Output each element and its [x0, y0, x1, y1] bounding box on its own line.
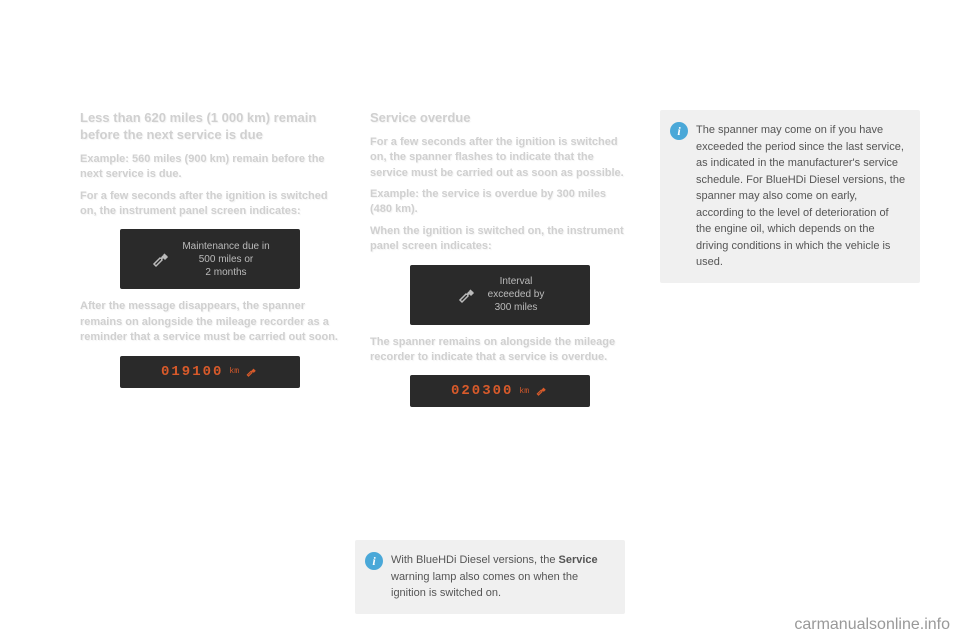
display-line: Maintenance due in: [182, 240, 269, 253]
display-line: 300 miles: [488, 301, 545, 314]
heading-middle: Service overdue: [370, 110, 630, 127]
heading-left: Less than 620 miles (1 000 km) remain be…: [80, 110, 340, 144]
watermark: carmanualsonline.info: [794, 616, 950, 634]
column-left: Less than 620 miles (1 000 km) remain be…: [80, 110, 340, 417]
info-bold: Service: [559, 554, 598, 566]
maintenance-display: Maintenance due in 500 miles or 2 months: [120, 229, 300, 289]
odometer-value: 020300: [451, 383, 513, 399]
info-prefix: With BlueHDi Diesel versions, the: [391, 554, 559, 566]
info-icon: i: [670, 122, 688, 140]
odometer-unit: km: [519, 387, 529, 396]
odometer-unit: km: [229, 367, 239, 376]
odometer-value: 019100: [161, 364, 223, 380]
wrench-icon: [535, 384, 549, 398]
column-middle: Service overdue For a few seconds after …: [370, 110, 630, 417]
info-box-bottom-wrapper: i With BlueHDi Diesel versions, the Serv…: [355, 540, 625, 614]
display-line: exceeded by: [488, 288, 545, 301]
after-message-text: After the message disappears, the spanne…: [80, 299, 340, 345]
display-line: 2 months: [182, 266, 269, 279]
display-text-block: Maintenance due in 500 miles or 2 months: [182, 240, 269, 279]
info-box-bluehdi: i With BlueHDi Diesel versions, the Serv…: [355, 540, 625, 614]
info-suffix: warning lamp also comes on when the igni…: [391, 571, 578, 600]
odometer-display: 020300 km: [410, 375, 590, 407]
intro-text: For a few seconds after the ignition is …: [80, 189, 340, 220]
info-box-spanner: i The spanner may come on if you have ex…: [660, 110, 920, 283]
display-text-block: Interval exceeded by 300 miles: [488, 275, 545, 314]
wrench-icon: [456, 283, 480, 307]
wrench-icon: [150, 247, 174, 271]
page-content: Less than 620 miles (1 000 km) remain be…: [0, 0, 960, 417]
wrench-icon: [245, 365, 259, 379]
column-right: i The spanner may come on if you have ex…: [660, 110, 920, 417]
interval-display: Interval exceeded by 300 miles: [410, 265, 590, 325]
display-line: 500 miles or: [182, 253, 269, 266]
odometer-display: 019100 km: [120, 356, 300, 388]
info-icon: i: [365, 552, 383, 570]
info-text: The spanner may come on if you have exce…: [696, 124, 905, 268]
example-text: Example: 560 miles (900 km) remain befor…: [80, 152, 340, 183]
overdue-p1: For a few seconds after the ignition is …: [370, 135, 630, 181]
overdue-p4: The spanner remains on alongside the mil…: [370, 335, 630, 366]
overdue-p3: When the ignition is switched on, the in…: [370, 224, 630, 255]
display-line: Interval: [488, 275, 545, 288]
overdue-p2: Example: the service is overdue by 300 m…: [370, 187, 630, 218]
